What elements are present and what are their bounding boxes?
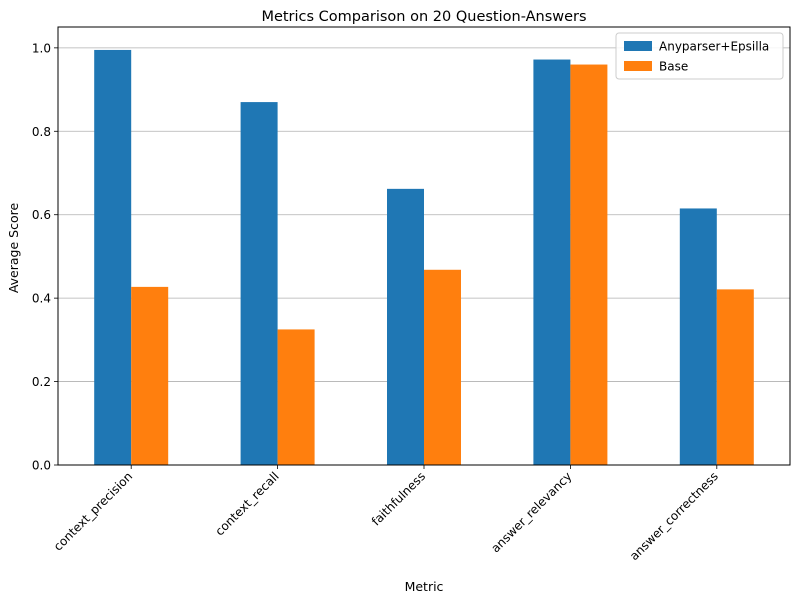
legend-swatch	[624, 61, 652, 71]
bar-faithfulness-series1	[387, 188, 424, 465]
legend-label: Base	[659, 60, 688, 74]
bar-answer_relevancy-series2	[570, 64, 608, 466]
bar-context_recall-series2	[277, 329, 315, 465]
y-tick-label: 0.6	[32, 208, 51, 222]
y-tick-label: 0.8	[32, 125, 51, 139]
chart-title: Metrics Comparison on 20 Question-Answer…	[261, 9, 586, 25]
y-tick-label: 0.2	[32, 375, 51, 389]
legend-label: Anyparser+Epsilla	[659, 40, 769, 54]
bars	[94, 49, 754, 466]
bar-context_precision-series1	[94, 49, 132, 465]
bar-faithfulness-series2	[424, 269, 461, 465]
x-axis-title: Metric	[405, 579, 444, 594]
bar-answer_relevancy-series1	[533, 59, 571, 466]
bar-context_recall-series1	[240, 102, 278, 465]
y-tick-label: 1.0	[32, 41, 51, 55]
legend-swatch	[624, 41, 652, 51]
y-axis-title: Average Score	[6, 203, 21, 294]
y-axis-ticks: 0.0 0.2 0.4 0.6 0.8 1.0	[32, 41, 58, 473]
y-tick-label: 0.4	[32, 292, 51, 306]
bar-answer_correctness-series2	[716, 289, 754, 465]
bar-answer_correctness-series1	[679, 208, 717, 465]
legend: Anyparser+Epsilla Base	[615, 32, 784, 80]
legend-box	[615, 32, 784, 80]
bar-context_precision-series2	[131, 286, 169, 465]
y-tick-label: 0.0	[32, 459, 51, 473]
